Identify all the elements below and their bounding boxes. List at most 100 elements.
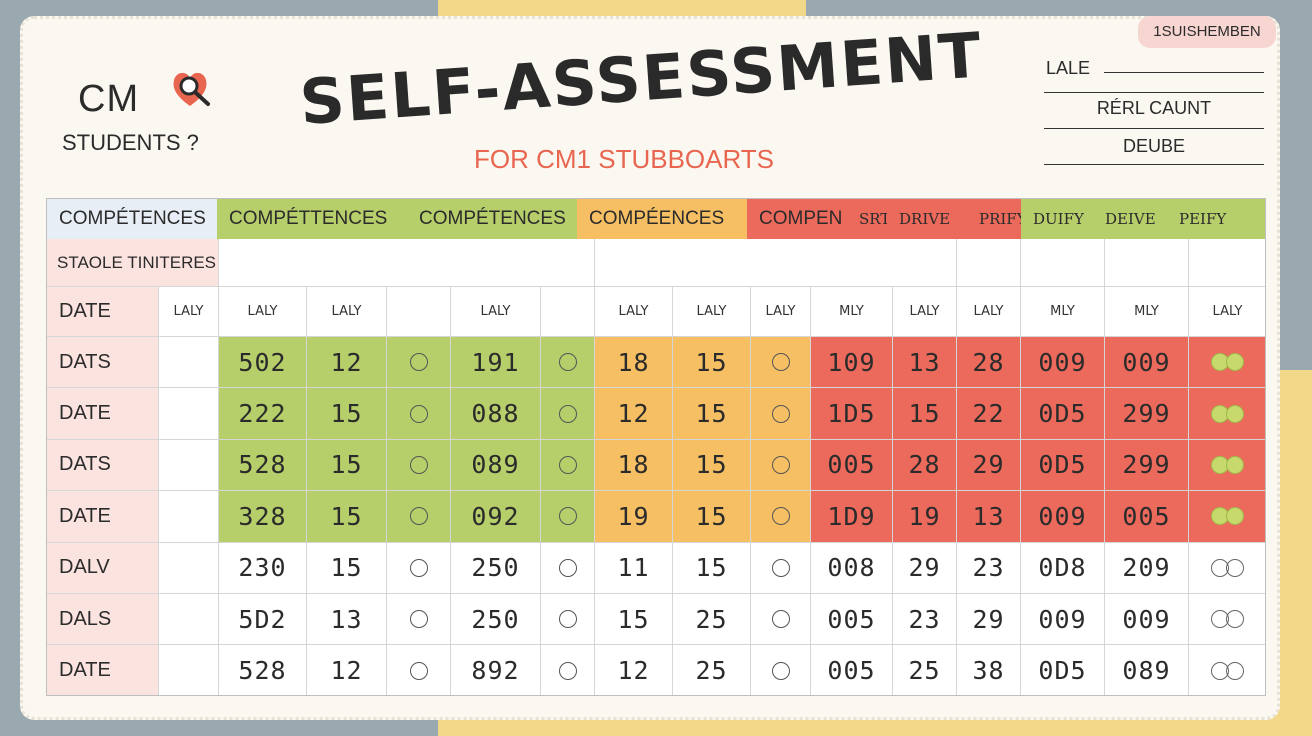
score-value: 089 [1122, 656, 1171, 686]
column-header-text: MLY [839, 304, 864, 319]
rating-dots-icon[interactable] [1211, 353, 1244, 372]
checkbox-circle-icon[interactable] [558, 661, 577, 680]
row-label: DATE [47, 491, 159, 543]
rating-dot-icon [1226, 353, 1244, 372]
checkbox-circle-icon[interactable] [558, 353, 577, 372]
score-value: 12 [330, 347, 363, 377]
score-value: 892 [471, 656, 520, 686]
table-cell: 005 [1105, 491, 1189, 543]
rating-dots-icon[interactable] [1211, 455, 1244, 474]
table-cell [541, 645, 595, 695]
table-cell: 092 [451, 491, 541, 543]
table-cell: 15 [673, 542, 751, 594]
row-label-text: DATE [59, 504, 111, 527]
table-cell: 15 [893, 388, 957, 440]
checkbox-circle-icon[interactable] [409, 558, 428, 577]
column-header: MLY [1105, 287, 1189, 337]
rating-dots-icon[interactable] [1211, 507, 1244, 526]
checkbox-circle-icon[interactable] [771, 455, 790, 474]
table-cell: 15 [307, 491, 387, 543]
competence-band: PRIFY [967, 199, 1021, 239]
table-cell: 28 [957, 337, 1021, 389]
checkbox-circle-icon[interactable] [409, 610, 428, 629]
criteria-cell [957, 239, 1021, 287]
criteria-cell [1021, 239, 1105, 287]
checkbox-circle-icon[interactable] [558, 455, 577, 474]
checkbox-circle-icon[interactable] [771, 507, 790, 526]
column-header-text: LALY [247, 304, 278, 319]
score-value: 005 [827, 656, 876, 686]
competence-band-label: COMPEN [759, 208, 843, 229]
competence-band-label: PRIFY [979, 210, 1021, 228]
checkbox-circle-icon[interactable] [771, 610, 790, 629]
table-cell: 005 [811, 439, 893, 492]
row-label-text: DALV [59, 556, 110, 579]
score-value: 13 [972, 501, 1005, 531]
score-value: 009 [1038, 501, 1087, 531]
rating-dot-icon [1226, 455, 1244, 474]
table-cell: 0D8 [1021, 542, 1105, 594]
column-header-text: LALY [909, 304, 940, 319]
rating-dots-icon[interactable] [1211, 404, 1244, 423]
blank-cell [159, 645, 219, 695]
background-yellow-right [1280, 370, 1312, 736]
score-value: 15 [908, 399, 941, 429]
assessment-grid: COMPÉTENCES COMPÉTTENCES COMPÉTENCES COMPÉE… [46, 198, 1266, 696]
logo: CM STUDENTS ? [58, 62, 238, 162]
competence-band: COMPÉTENCES [407, 199, 577, 239]
checkbox-circle-icon[interactable] [409, 353, 428, 372]
checkbox-circle-icon[interactable] [771, 558, 790, 577]
column-header: LALY [451, 287, 541, 337]
page-subtitle: FOR CM1 STUBBOARTS [474, 144, 775, 174]
score-value: 38 [972, 656, 1005, 686]
competence-band-label: SRT [859, 210, 887, 228]
table-cell: 15 [673, 337, 751, 389]
checkbox-circle-icon[interactable] [409, 404, 428, 423]
column-header: LALY [219, 287, 307, 337]
table-cell [387, 594, 451, 646]
table-cell: 12 [595, 645, 673, 695]
table-cell [541, 594, 595, 646]
checkbox-circle-icon[interactable] [771, 404, 790, 423]
table-cell [387, 337, 451, 389]
table-cell [751, 337, 811, 389]
table-cell [541, 491, 595, 543]
score-value: 23 [908, 604, 941, 634]
checkbox-circle-icon[interactable] [558, 558, 577, 577]
score-value: 18 [617, 347, 650, 377]
score-value: 15 [695, 450, 728, 480]
score-value: 19 [617, 501, 650, 531]
rating-dot-icon [1226, 558, 1244, 577]
checkbox-circle-icon[interactable] [409, 661, 428, 680]
table-cell: 005 [811, 645, 893, 695]
checkbox-circle-icon[interactable] [771, 661, 790, 680]
column-header: LALY [159, 287, 219, 337]
column-header-text: LALY [173, 304, 204, 319]
score-value: 28 [972, 347, 1005, 377]
competence-band-label: COMPÉTENCES [59, 208, 206, 229]
checkbox-circle-icon[interactable] [558, 610, 577, 629]
checkbox-circle-icon[interactable] [409, 455, 428, 474]
table-cell: 299 [1105, 388, 1189, 440]
table-cell: 009 [1021, 594, 1105, 646]
table-cell [751, 594, 811, 646]
table-cell: 22 [957, 388, 1021, 440]
rating-dots-icon[interactable] [1211, 558, 1244, 577]
rating-dots-icon[interactable] [1211, 610, 1244, 629]
score-value: 15 [330, 501, 363, 531]
checkbox-circle-icon[interactable] [558, 507, 577, 526]
table-cell: 13 [957, 491, 1021, 543]
row-label-text: DATS [59, 350, 111, 373]
checkbox-circle-icon[interactable] [558, 404, 577, 423]
table-cell: 892 [451, 645, 541, 695]
table-cell: 23 [957, 542, 1021, 594]
checkbox-circle-icon[interactable] [409, 507, 428, 526]
rating-dots-icon[interactable] [1211, 661, 1244, 680]
competence-band: DRIVE [887, 199, 967, 239]
score-value: 22 [972, 399, 1005, 429]
blank-cell [159, 439, 219, 492]
checkbox-circle-icon[interactable] [771, 353, 790, 372]
table-cell: 13 [893, 337, 957, 389]
blank-cell [159, 594, 219, 646]
score-value: 29 [908, 553, 941, 583]
